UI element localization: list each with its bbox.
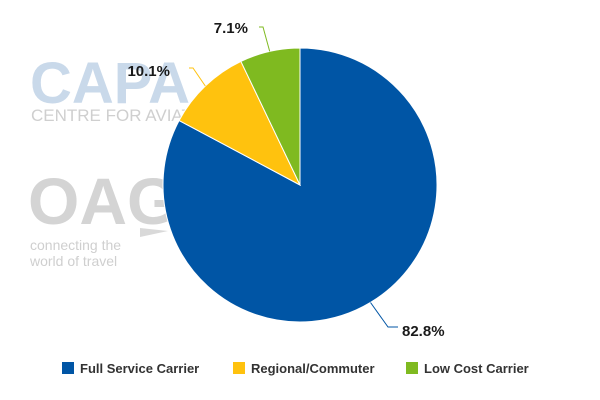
pie-slice-low-cost-carrier [240, 47, 301, 186]
oag-tagline-line-1: connecting the [30, 237, 121, 253]
legend-swatch [62, 362, 74, 374]
leader-lines [189, 26, 398, 328]
legend-swatch [406, 362, 418, 374]
leader-line [370, 302, 398, 328]
leader-line [189, 67, 206, 87]
leader-line [259, 26, 271, 52]
capa-logo: CAPA CENTRE FOR AVIATION [30, 51, 222, 125]
watermark-logos: CAPA CENTRE FOR AVIATION OAG connecting … [28, 51, 222, 269]
slice-label: 7.1% [214, 20, 248, 37]
capa-subtitle: CENTRE FOR AVIATION [31, 106, 222, 125]
pie-slices [162, 47, 438, 323]
slice-labels: 82.8% 10.1% 7.1% [127, 20, 444, 340]
legend-label: Low Cost Carrier [424, 361, 529, 376]
oag-logo: OAG connecting the world of travel [28, 164, 178, 269]
legend-item: Regional/Commuter [233, 361, 375, 376]
legend-label: Regional/Commuter [251, 361, 375, 376]
legend-label: Full Service Carrier [80, 361, 199, 376]
slice-label: 82.8% [402, 323, 445, 340]
oag-logo-text: OAG [28, 164, 178, 238]
capa-logo-text: CAPA [30, 51, 190, 116]
pie-slice-regional-commuter [178, 60, 302, 187]
legend: Full Service Carrier Regional/Commuter Low… [62, 361, 529, 376]
plane-icon [140, 228, 168, 237]
legend-swatch [233, 362, 245, 374]
legend-item: Low Cost Carrier [406, 361, 529, 376]
slice-label: 10.1% [127, 63, 170, 80]
pie-slice-full-service-carrier [162, 47, 438, 323]
legend-item: Full Service Carrier [62, 361, 199, 376]
oag-tagline-line-2: world of travel [29, 253, 117, 269]
